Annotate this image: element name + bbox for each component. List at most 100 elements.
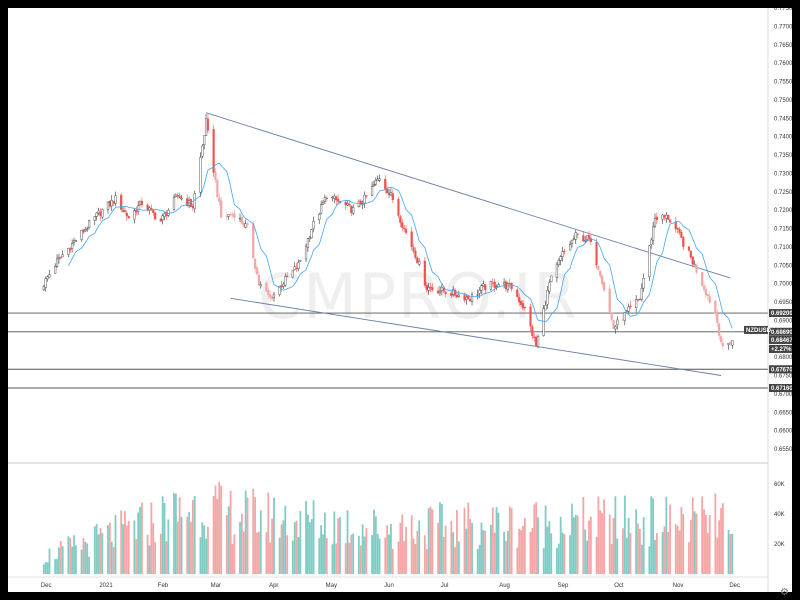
- candle-body: [163, 213, 166, 217]
- candle-body: [423, 260, 426, 286]
- candle-body: [297, 262, 300, 269]
- time-tick-label: Dec: [729, 583, 740, 589]
- candle-body: [702, 285, 706, 290]
- candle-body: [227, 214, 230, 217]
- volume-bar: [363, 536, 366, 574]
- candle-body: [640, 287, 643, 300]
- candle-body: [721, 342, 725, 347]
- volume-bar: [308, 522, 311, 574]
- volume-bar: [265, 532, 268, 574]
- candles: [42, 113, 734, 351]
- candle-body: [252, 223, 255, 259]
- candle-body: [403, 227, 406, 229]
- volume-bar: [99, 528, 102, 574]
- volume-bar: [480, 522, 483, 574]
- candle-body: [372, 184, 376, 187]
- volume-bar: [688, 542, 690, 574]
- volume-bar: [437, 522, 439, 574]
- candle-body: [172, 197, 176, 210]
- volume-bar: [137, 512, 140, 574]
- volume-bar: [588, 520, 590, 574]
- time-axis[interactable]: Dec 2021 Feb Mar Apr May Jun Jul Aug Sep Oct Nov Dec: [41, 583, 740, 589]
- volume-bar: [305, 501, 307, 574]
- candle-body: [550, 275, 553, 282]
- volume-bar: [284, 505, 287, 574]
- candle-body: [67, 247, 70, 255]
- candle-body: [599, 270, 602, 277]
- volume-bar: [246, 497, 249, 574]
- ma-line: [68, 162, 733, 329]
- volume-bar: [273, 497, 275, 574]
- volume-bar: [650, 496, 653, 574]
- gear-icon[interactable]: ⚙: [780, 587, 789, 598]
- candle-body: [387, 193, 391, 195]
- volume-bar: [390, 523, 392, 574]
- volume-bar: [97, 534, 100, 574]
- volume-bar: [88, 556, 91, 574]
- candle-body: [663, 215, 666, 218]
- volume-bar: [669, 504, 671, 574]
- volume-bar: [693, 511, 696, 574]
- candle-body: [608, 288, 611, 312]
- candle-body: [729, 342, 732, 345]
- candle-body: [167, 210, 170, 216]
- volume-bar: [391, 548, 394, 574]
- candle-body: [231, 214, 234, 216]
- volume-bar: [46, 562, 49, 574]
- candle-body: [427, 287, 430, 291]
- candle-body: [242, 222, 245, 227]
- candle-body: [138, 200, 142, 206]
- volume-bar: [544, 505, 547, 574]
- volume-bar: [397, 541, 400, 574]
- candle-body: [638, 298, 642, 300]
- candle-body: [614, 326, 617, 330]
- symbol-label: NZDUSD: [746, 328, 772, 334]
- volume-bar: [405, 527, 407, 574]
- candle-body: [199, 157, 202, 193]
- candle-body: [178, 195, 181, 199]
- candle-body: [344, 202, 347, 206]
- volume-bar: [491, 507, 494, 574]
- volume-bar: [384, 537, 387, 574]
- volume-bar: [229, 490, 232, 574]
- candle-body: [257, 274, 260, 285]
- volume-bar: [233, 534, 236, 574]
- candle-body: [270, 296, 274, 300]
- volume-bar: [612, 517, 615, 574]
- volume-bar: [467, 502, 470, 574]
- volume-bar: [150, 502, 153, 574]
- candle-body: [623, 312, 626, 321]
- volume-bar: [161, 496, 164, 574]
- volume-axis[interactable]: 60K 40K 20K: [774, 482, 785, 548]
- candle-body: [127, 216, 130, 219]
- volume-bar: [495, 507, 498, 574]
- candle-body: [246, 223, 249, 225]
- candle-body: [386, 189, 389, 194]
- candle-body: [304, 245, 308, 260]
- volume-bar: [59, 540, 62, 574]
- candle-body: [536, 335, 540, 347]
- volume-bar: [510, 508, 513, 574]
- volume-bar: [665, 496, 668, 574]
- time-tick-label: May: [326, 583, 337, 589]
- candle-body: [563, 250, 566, 252]
- candle-body: [93, 216, 96, 221]
- volume-bar: [476, 548, 479, 574]
- candle-body: [159, 218, 162, 222]
- volume-bar: [297, 537, 300, 574]
- candle-body: [244, 223, 247, 228]
- volume-bar: [359, 545, 362, 574]
- volume-bar: [505, 541, 507, 574]
- candle-body: [370, 185, 374, 196]
- level-tag-label: 0.67160: [771, 386, 792, 392]
- candle-body: [661, 214, 664, 220]
- volume-bar: [546, 526, 549, 574]
- volume-bar: [322, 534, 324, 574]
- volume-bar: [127, 521, 130, 574]
- candle-body: [97, 210, 100, 214]
